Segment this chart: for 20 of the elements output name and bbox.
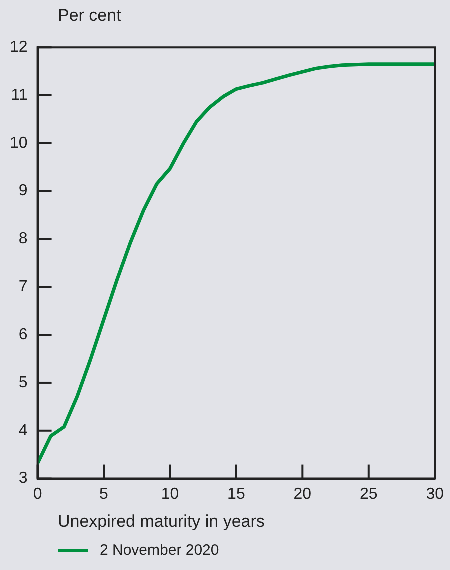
x-tick-label: 20 — [294, 486, 312, 503]
y-tick-label: 7 — [18, 278, 28, 296]
y-tick-label: 9 — [18, 182, 28, 200]
y-tick-label: 4 — [18, 422, 28, 440]
x-axis-title: Unexpired maturity in years — [58, 512, 265, 532]
y-tick-label: 5 — [18, 374, 28, 392]
y-axis-title: Per cent — [58, 6, 122, 26]
x-tick-label: 0 — [33, 486, 42, 503]
y-tick-label: 6 — [18, 326, 28, 344]
y-tick-label: 10 — [10, 134, 28, 152]
y-tick-label: 3 — [18, 470, 28, 488]
y-tick-label: 12 — [10, 39, 28, 56]
x-tick-label: 25 — [360, 486, 378, 503]
y-tick-label: 8 — [18, 230, 28, 248]
x-tick-label: 5 — [100, 486, 109, 503]
y-tick-label: 11 — [11, 86, 28, 104]
legend-label: 2 November 2020 — [100, 542, 220, 559]
x-tick-label: 10 — [161, 486, 180, 503]
x-tick-label: 15 — [228, 486, 246, 503]
x-tick-label: 30 — [426, 486, 444, 503]
